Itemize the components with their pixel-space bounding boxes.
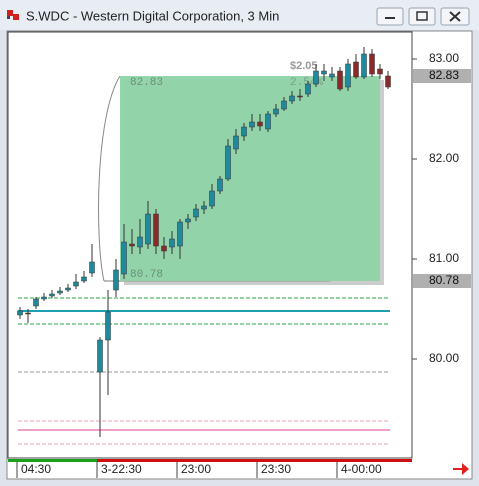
candle-body — [25, 312, 31, 315]
price-tag-label: 80.78 — [429, 273, 459, 287]
y-tick-label: 80.00 — [429, 351, 459, 365]
x-tick-label: 23:00 — [181, 462, 211, 476]
candle-body — [265, 113, 271, 130]
x-tick-label: 04:30 — [21, 462, 51, 476]
close-button[interactable] — [440, 7, 470, 26]
candle-body — [273, 108, 279, 115]
candle-body — [65, 287, 71, 291]
candle-body — [305, 83, 311, 95]
candle-body — [369, 53, 375, 75]
candle-body — [17, 310, 23, 316]
scroll-arrow[interactable] — [453, 463, 469, 475]
y-tick-label: 82.00 — [429, 151, 459, 165]
candle-body — [113, 269, 119, 291]
candle-body — [97, 339, 103, 373]
measure-high-label: 82.83 — [130, 77, 163, 89]
measure-low-label: 80.78 — [130, 269, 163, 281]
candle-body — [121, 241, 127, 275]
candle-body — [281, 100, 287, 110]
candle-body — [297, 95, 303, 98]
app-icon — [7, 10, 19, 20]
candle-body — [217, 178, 223, 192]
candle-body — [137, 236, 143, 248]
candle-body — [249, 121, 255, 128]
x-tick-label: 3-22:30 — [101, 462, 142, 476]
candle-body — [49, 293, 55, 297]
candle-body — [57, 290, 63, 294]
minimize-button[interactable] — [376, 7, 404, 26]
candle-body — [241, 126, 247, 137]
candle-body — [225, 145, 231, 180]
x-tick-label: 4-00:00 — [341, 462, 382, 476]
candle-body — [185, 218, 191, 223]
candle-body — [161, 245, 167, 252]
price-tag-label: 82.83 — [429, 68, 459, 82]
candle-body — [41, 296, 47, 300]
measure-change-label: $2.05 — [290, 60, 318, 72]
candle-body — [177, 221, 183, 247]
y-tick-label: 83.00 — [429, 51, 459, 65]
candle-body — [321, 70, 327, 75]
candle-body — [329, 73, 335, 78]
chart: 80.0081.0082.0083.0082.8380.78$2.052.54%… — [8, 47, 471, 478]
session-strip — [97, 459, 412, 462]
candle-body — [169, 238, 175, 248]
measure-box — [120, 76, 380, 281]
candle-body — [361, 53, 367, 78]
x-tick-label: 23:30 — [261, 462, 291, 476]
candle-body — [145, 213, 151, 245]
candle-body — [233, 135, 239, 150]
candle-body — [81, 276, 87, 282]
candle-body — [257, 121, 263, 127]
candle-body — [129, 243, 135, 247]
candle-body — [73, 281, 79, 287]
time-axis — [8, 459, 412, 478]
candle-body — [289, 95, 295, 102]
window-title: S.WDC - Western Digital Corporation, 3 M… — [26, 8, 279, 23]
candle-body — [89, 261, 95, 274]
session-strip — [8, 459, 97, 462]
y-tick-label: 81.00 — [429, 251, 459, 265]
candle-body — [345, 63, 351, 88]
candle-body — [377, 68, 383, 75]
price-tag — [413, 274, 471, 288]
candle-body — [201, 205, 207, 210]
price-tag — [413, 69, 471, 83]
candle-body — [385, 75, 391, 88]
restore-button[interactable] — [408, 7, 436, 26]
candle-body — [353, 61, 359, 78]
candle-body — [337, 70, 343, 90]
candle-body — [209, 190, 215, 207]
candle-body — [153, 213, 159, 247]
candle-body — [193, 208, 199, 218]
candle-body — [105, 311, 111, 341]
candle-body — [33, 298, 39, 307]
measure-arc — [98, 75, 121, 282]
candle-body — [313, 70, 319, 85]
